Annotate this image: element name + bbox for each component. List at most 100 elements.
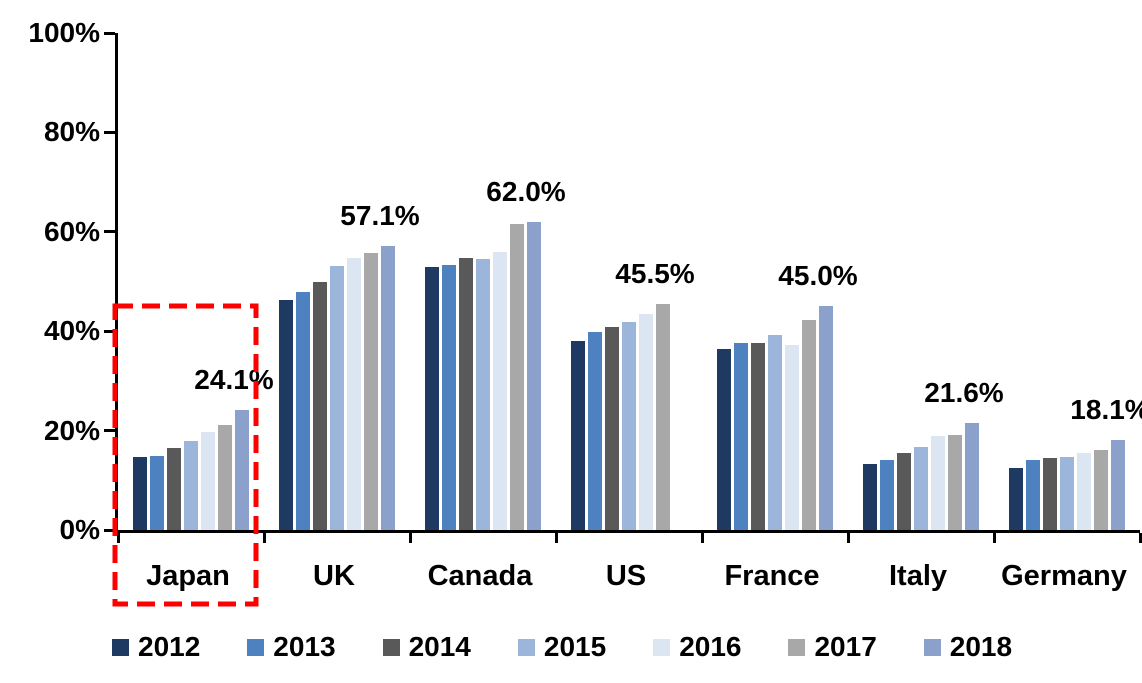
bar-uk-2015 <box>330 265 344 530</box>
y-axis-tick-label: 80% <box>43 116 100 148</box>
data-label-us: 45.5% <box>615 257 695 289</box>
bar-group-uk <box>264 33 410 530</box>
bar-canada-2015 <box>476 259 490 530</box>
bar-france-2016 <box>785 345 799 530</box>
data-label-uk: 57.1% <box>340 200 420 232</box>
y-axis-tick <box>104 429 115 433</box>
legend-label: 2012 <box>138 631 201 662</box>
bar-uk-2017 <box>364 252 378 530</box>
y-axis-tick-label: 60% <box>43 215 100 247</box>
bar-italy-2018 <box>965 422 979 530</box>
bar-france-2018 <box>819 306 833 530</box>
legend-swatch-icon <box>247 638 265 656</box>
bar-italy-2017 <box>948 434 962 530</box>
bar-us-2015 <box>622 321 636 530</box>
bar-uk-2018 <box>381 246 395 530</box>
bar-canada-2012 <box>425 266 439 530</box>
bar-germany-2016 <box>1077 452 1091 530</box>
y-axis-tick <box>104 528 115 532</box>
bar-japan-2018 <box>235 410 249 530</box>
bar-japan-2013 <box>150 456 164 530</box>
y-axis-tick <box>104 329 115 333</box>
legend-label: 2015 <box>543 631 607 662</box>
x-axis-tick <box>1138 533 1142 543</box>
y-axis-tick <box>104 31 115 35</box>
x-axis-label-uk: UK <box>313 560 355 592</box>
x-axis-tick <box>992 533 996 543</box>
bar-us-2014 <box>605 327 619 530</box>
bar-canada-2016 <box>493 252 507 530</box>
y-axis-tick-label: 100% <box>28 17 100 48</box>
legend-swatch-icon <box>382 638 400 656</box>
legend-label: 2017 <box>814 631 877 662</box>
x-axis-tick <box>700 533 704 543</box>
y-axis-tick <box>104 130 115 134</box>
data-label-japan: 24.1% <box>194 364 274 396</box>
bar-germany-2012 <box>1009 467 1023 530</box>
bar-france-2017 <box>802 319 816 530</box>
bar-group-japan <box>118 33 264 530</box>
bar-us-2016 <box>639 313 653 530</box>
data-label-canada: 62.0% <box>486 175 566 207</box>
x-axis-tick <box>846 533 850 543</box>
legend-item-2014: 2014 <box>382 631 471 662</box>
y-axis-tick-label: 0% <box>59 514 100 545</box>
y-axis-tick-label: 20% <box>43 414 100 446</box>
legend-item-2013: 2013 <box>247 631 336 662</box>
bar-japan-2014 <box>167 448 181 530</box>
bar-germany-2017 <box>1094 450 1108 530</box>
bar-germany-2015 <box>1060 456 1074 530</box>
bar-uk-2016 <box>347 258 361 530</box>
legend-item-2016: 2016 <box>653 633 741 661</box>
bar-france-2015 <box>768 335 782 530</box>
bar-canada-2013 <box>442 265 456 530</box>
x-axis-label-france: France <box>724 560 820 592</box>
legend-item-2015: 2015 <box>517 631 607 662</box>
bar-japan-2016 <box>201 431 215 530</box>
bar-germany-2014 <box>1043 458 1057 530</box>
bar-japan-2015 <box>184 441 198 530</box>
bar-us-2012 <box>571 340 585 530</box>
legend-label: 2014 <box>408 631 471 662</box>
legend-label: 2016 <box>679 631 742 662</box>
legend-label: 2018 <box>949 631 1013 662</box>
legend-swatch-icon <box>923 638 941 656</box>
bar-group-italy <box>848 33 994 530</box>
data-label-france: 45.0% <box>778 260 858 292</box>
legend-swatch-icon <box>653 638 671 656</box>
bar-group-france <box>702 33 848 530</box>
bar-france-2012 <box>717 349 731 530</box>
legend-item-2012: 2012 <box>112 633 200 661</box>
bar-uk-2014 <box>313 281 327 530</box>
legend: 2012 2013 2014 2015 2016 2017 2018 <box>112 633 1012 661</box>
bar-italy-2016 <box>931 436 945 530</box>
bar-italy-2013 <box>880 459 894 530</box>
bar-canada-2017 <box>510 224 524 530</box>
bar-france-2013 <box>734 343 748 530</box>
bar-uk-2012 <box>279 299 293 530</box>
bar-canada-2018 <box>527 221 541 530</box>
bar-japan-2017 <box>218 425 232 530</box>
legend-item-2017: 2017 <box>788 631 877 662</box>
x-axis-tick <box>554 533 558 543</box>
bar-germany-2018 <box>1111 440 1125 530</box>
x-axis-label-italy: Italy <box>888 560 948 592</box>
bar-canada-2014 <box>459 258 473 530</box>
y-axis-tick-label: 40% <box>43 315 100 347</box>
y-axis-tick <box>104 230 115 234</box>
data-label-italy: 21.6% <box>924 376 1004 408</box>
bar-us-2017 <box>656 303 670 530</box>
bar-italy-2015 <box>914 446 928 530</box>
x-axis-tick <box>116 533 120 543</box>
legend-swatch-icon <box>112 638 129 656</box>
legend-swatch-icon <box>517 638 535 656</box>
legend-item-2018: 2018 <box>923 631 1013 662</box>
x-axis-label-canada: Canada <box>427 560 533 592</box>
bar-group-us <box>556 33 702 530</box>
bar-france-2014 <box>751 343 765 530</box>
legend-label: 2013 <box>273 631 336 662</box>
x-axis-label-germany: Germany <box>1001 560 1127 592</box>
bar-group-germany <box>994 33 1140 530</box>
x-axis-label-us: US <box>605 560 647 592</box>
